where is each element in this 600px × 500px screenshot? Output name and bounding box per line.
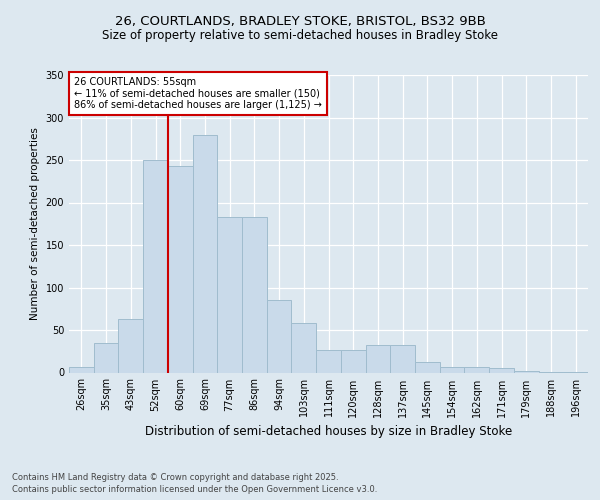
Bar [390, 346, 415, 372]
Bar [440, 366, 464, 372]
Text: 26, COURTLANDS, BRADLEY STOKE, BRISTOL, BS32 9BB: 26, COURTLANDS, BRADLEY STOKE, BRISTOL, … [115, 15, 485, 28]
Bar [168, 166, 193, 372]
Bar [464, 366, 489, 372]
Bar [489, 368, 514, 372]
Bar [267, 300, 292, 372]
Bar [217, 217, 242, 372]
Bar [143, 160, 168, 372]
Bar [514, 371, 539, 372]
Bar [316, 350, 341, 372]
Bar [365, 346, 390, 372]
Bar [242, 217, 267, 372]
Bar [415, 362, 440, 372]
Bar [69, 366, 94, 372]
X-axis label: Distribution of semi-detached houses by size in Bradley Stoke: Distribution of semi-detached houses by … [145, 425, 512, 438]
Y-axis label: Number of semi-detached properties: Number of semi-detached properties [30, 128, 40, 320]
Bar [94, 343, 118, 372]
Bar [118, 319, 143, 372]
Bar [193, 134, 217, 372]
Text: Contains HM Land Registry data © Crown copyright and database right 2025.: Contains HM Land Registry data © Crown c… [12, 472, 338, 482]
Text: 26 COURTLANDS: 55sqm
← 11% of semi-detached houses are smaller (150)
86% of semi: 26 COURTLANDS: 55sqm ← 11% of semi-detac… [74, 76, 322, 110]
Bar [292, 323, 316, 372]
Text: Size of property relative to semi-detached houses in Bradley Stoke: Size of property relative to semi-detach… [102, 29, 498, 42]
Text: Contains public sector information licensed under the Open Government Licence v3: Contains public sector information licen… [12, 485, 377, 494]
Bar [341, 350, 365, 372]
